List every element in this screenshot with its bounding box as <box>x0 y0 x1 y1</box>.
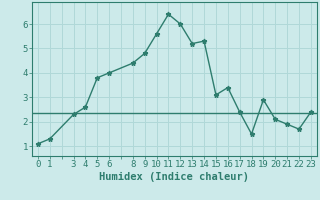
X-axis label: Humidex (Indice chaleur): Humidex (Indice chaleur) <box>100 172 249 182</box>
